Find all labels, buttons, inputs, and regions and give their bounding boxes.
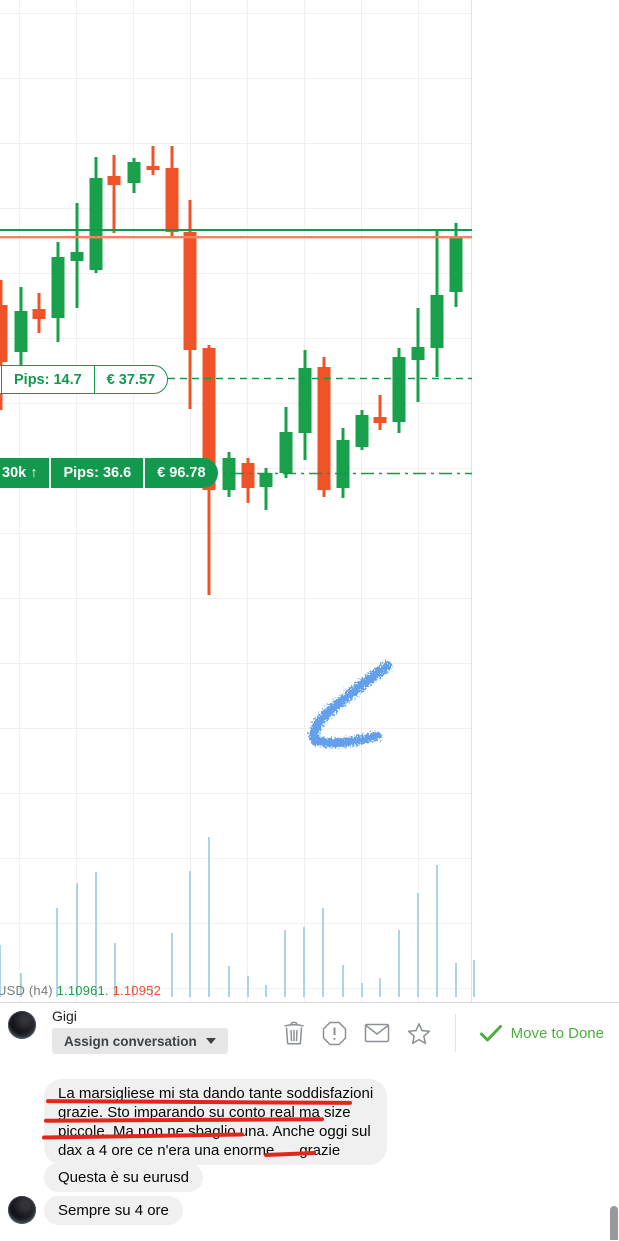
vertical-scrollbar-thumb[interactable] — [610, 1206, 618, 1240]
pips-value: Pips: 14.7 — [1, 366, 94, 393]
email-button[interactable] — [364, 1023, 390, 1043]
user-name: Gigi — [52, 1008, 77, 1024]
message-avatar — [8, 1196, 36, 1224]
trade-label-pips-14[interactable]: Pips: 14.7 € 37.57 — [0, 365, 169, 394]
message-line: grazie. Sto imparando su conto real ma s… — [58, 1104, 351, 1121]
message-line: dax a 4 ore ce n'era una enorme .... gra… — [58, 1142, 341, 1159]
lot-size-value: 30k ↑ — [2, 465, 38, 481]
entry-line-orange[interactable] — [0, 236, 472, 239]
assign-conversation-label: Assign conversation — [64, 1033, 197, 1049]
actions-divider — [454, 1014, 456, 1052]
message-line: La marsigliese mi sta dando tante soddis… — [58, 1085, 374, 1102]
user-avatar[interactable] — [8, 1011, 36, 1039]
report-spam-button[interactable] — [322, 1021, 347, 1046]
profit-value: € 96.78 — [143, 458, 217, 488]
ask-price: 1.10952 — [112, 983, 162, 998]
symbol-label: USD (h4) — [0, 983, 53, 998]
blue-pen-annotation — [308, 661, 392, 748]
profit-value: € 37.57 — [93, 366, 167, 393]
assign-conversation-button[interactable]: Assign conversation — [52, 1028, 228, 1054]
chat-message: Questa è su eurusd — [44, 1163, 203, 1192]
trade-label-pips-36[interactable]: 30k ↑ Pips: 36.6 € 96.78 — [0, 458, 218, 488]
conversation-panel: Gigi Assign conversation — [0, 1002, 619, 1241]
volume-bars — [0, 837, 475, 997]
move-to-done-label: Move to Done — [510, 1024, 604, 1042]
alert-octagon-icon — [322, 1021, 346, 1045]
message-line: piccole. Ma non ne sbaglio una. Anche og… — [58, 1123, 371, 1140]
trash-icon — [283, 1021, 304, 1045]
email-icon — [364, 1023, 389, 1043]
grid — [0, 0, 472, 1002]
candlestick-chart-pane[interactable]: Pips: 14.7 € 37.57 30k ↑ Pips: 36.6 € 96… — [0, 0, 619, 1002]
check-icon — [479, 1024, 502, 1041]
move-to-done-button[interactable]: Move to Done — [479, 1024, 604, 1042]
pips-value: Pips: 36.6 — [49, 458, 143, 488]
symbol-quote-footer: USD (h4) 1.10961. 1.10952 — [0, 983, 161, 998]
conversation-actions: Move to Done — [283, 1013, 604, 1053]
bid-price: 1.10961 — [56, 983, 105, 998]
entry-line-green[interactable] — [0, 229, 472, 231]
chat-message: Sempre su 4 ore — [44, 1196, 183, 1225]
star-button[interactable] — [407, 1022, 431, 1045]
candles — [0, 146, 463, 595]
candlestick-chart[interactable] — [0, 0, 619, 1002]
chat-message: La marsigliese mi sta dando tante soddis… — [44, 1079, 388, 1165]
chevron-down-icon — [205, 1038, 216, 1044]
trash-button[interactable] — [283, 1021, 305, 1045]
star-icon — [407, 1022, 430, 1044]
